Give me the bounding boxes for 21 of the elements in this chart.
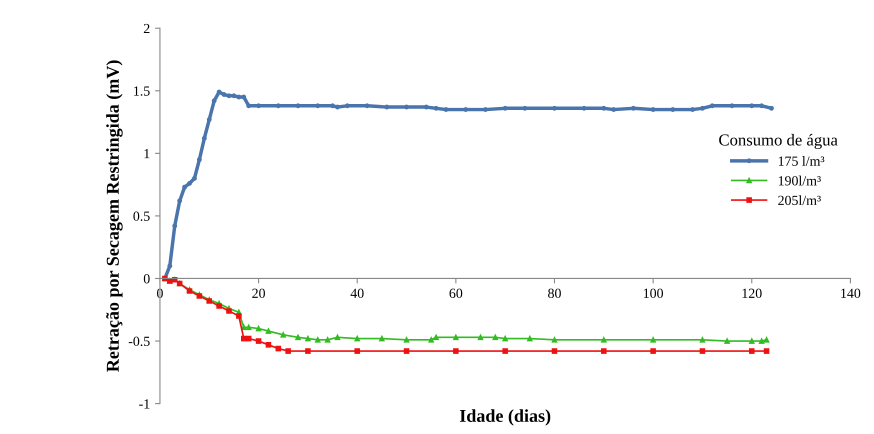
y-tick-label: 2 [144,24,150,34]
legend-label: 205l/m³ [778,195,821,206]
x-tick-label: 140 [841,288,860,298]
x-tick-label: 100 [644,288,664,298]
x-tick-label: 0 [157,288,163,298]
y-tick-label: 1.5 [134,86,150,96]
x-tick-label: 60 [450,288,462,298]
y-tick-label: -1 [139,399,150,408]
y-tick-label: 0 [144,274,150,284]
y-tick-label: -0.5 [128,336,150,346]
x-tick-label: 20 [252,288,265,298]
y-tick-label: 1 [144,148,150,158]
y-axis-title: Retração por Secagem Restringida (mV) [106,60,123,372]
x-axis-title: Idade (dias) [460,409,550,426]
legend-title: Consumo de água [719,134,838,150]
legend-label: 190l/m³ [778,176,821,186]
x-tick-label: 120 [742,288,762,298]
x-tick-label: 80 [548,288,561,298]
legend-label: 175 l/m³ [778,156,824,166]
y-tick-label: 0.5 [133,212,150,221]
x-tick-label: 40 [350,288,364,298]
